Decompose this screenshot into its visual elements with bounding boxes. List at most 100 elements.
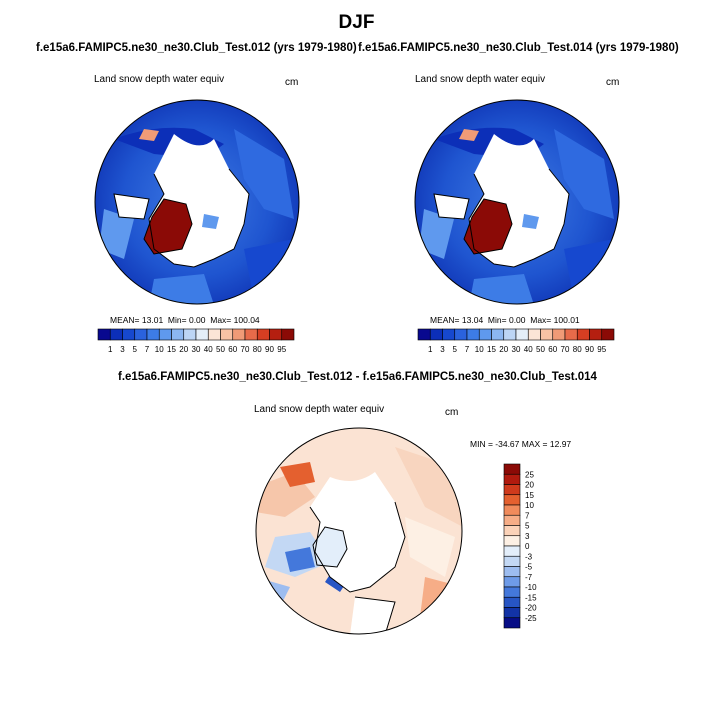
panel1-colorbar-tick-label: 20 <box>179 345 188 354</box>
panel2-colorbar-tick-label: 30 <box>512 345 521 354</box>
panel1-colorbar-swatch <box>183 328 197 341</box>
panel1-colorbar-swatch <box>171 328 185 341</box>
panel2-colorbar-swatch <box>576 328 590 341</box>
panel2-colorbar-swatch <box>466 328 480 341</box>
panel2-min-label: Min= <box>487 315 507 325</box>
panel2-max-value: 100.01 <box>553 315 580 325</box>
panel1-colorbar-swatch <box>109 328 123 341</box>
panel2-units-label: cm <box>606 77 620 88</box>
panel2-mean-label: MEAN= <box>430 315 460 325</box>
panel1-colorbar-tick-label: 60 <box>228 345 237 354</box>
diff-colorbar-swatch <box>503 566 521 578</box>
diff-colorbar-tick-label: -25 <box>525 614 537 623</box>
panel1-mean-label: MEAN= <box>110 315 140 325</box>
diff-colorbar-swatch <box>503 586 521 598</box>
panel2-colorbar-swatch <box>601 328 615 341</box>
panel1-case-title: f.e15a6.FAMIPC5.ne30_ne30.Club_Test.012 … <box>36 42 357 54</box>
diff-colorbar-swatch <box>503 535 521 547</box>
diff-colorbar-tick-label: 3 <box>525 532 530 541</box>
diff-colorbar-tick-label: 7 <box>525 511 530 520</box>
panel1-colorbar-tick-label: 30 <box>192 345 201 354</box>
panel1-colorbar-swatch <box>232 328 246 341</box>
panel2-colorbar-tick-label: 80 <box>573 345 582 354</box>
panel2-colorbar-swatch <box>527 328 541 341</box>
panel1-colorbar-swatch <box>244 328 258 341</box>
panel1-colorbar-tick-label: 90 <box>265 345 274 354</box>
figure-title: DJF <box>338 12 375 33</box>
diff-colorbar-tick-label: -5 <box>525 563 533 572</box>
diff-colorbar-swatch <box>503 514 521 526</box>
panel2-colorbar-swatch <box>478 328 492 341</box>
diff-colorbar-swatch <box>503 555 521 567</box>
panel1-mean-value: 13.01 <box>141 315 164 325</box>
panel2-colorbar-swatch <box>454 328 468 341</box>
panel2-min-value: 0.00 <box>508 315 526 325</box>
diff-colorbar-swatch <box>503 607 521 619</box>
diff-colorbar-tick-label: -3 <box>525 552 533 561</box>
diff-colorbar-swatch <box>503 576 521 588</box>
diff-colorbar-swatch <box>503 463 521 475</box>
diff-colorbar-swatch <box>503 494 521 506</box>
panel2-case-title: f.e15a6.FAMIPC5.ne30_ne30.Club_Test.014 … <box>358 42 679 54</box>
panel1-colorbar-tick-label: 95 <box>277 345 286 354</box>
panel1-colorbar-tick-label: 50 <box>216 345 225 354</box>
panel2-colorbar-tick-label: 60 <box>548 345 557 354</box>
panel1-colorbar-swatch <box>281 328 295 341</box>
diff-colorbar-swatch <box>503 596 521 608</box>
diff-colorbar-swatch <box>503 504 521 516</box>
diff-colorbar: 25 20 15 10 7 5 3 0 -3 -5 -7 -10 -15 -20 -25 <box>503 463 563 629</box>
diff-colorbar-swatch <box>503 545 521 557</box>
panel2-colorbar-swatch <box>515 328 529 341</box>
diff-colorbar-tick-label: -20 <box>525 604 537 613</box>
panel1-colorbar-tick-label: 70 <box>241 345 250 354</box>
panel1-colorbar-swatch <box>146 328 160 341</box>
panel2-colorbar-tick-label: 40 <box>524 345 533 354</box>
diff-units-label: cm <box>445 407 459 418</box>
panel1-colorbar-tick-label: 10 <box>155 345 164 354</box>
panel2-colorbar-tick-label: 15 <box>487 345 496 354</box>
diff-colorbar-tick-label: 15 <box>525 491 534 500</box>
panel1-min-value: 0.00 <box>188 315 206 325</box>
diff-colorbar-tick-label: 5 <box>525 522 530 531</box>
panel1-colorbar-swatch <box>220 328 234 341</box>
panel1-colorbar-tick-label: 3 <box>120 345 125 354</box>
panel2-max-label: Max= <box>530 315 552 325</box>
panel1-colorbar-swatch <box>122 328 136 341</box>
panel2-variable-label: Land snow depth water equiv <box>415 74 546 85</box>
diff-colorbar-tick-label: 20 <box>525 481 534 490</box>
diff-max-value: 12.97 <box>549 439 572 449</box>
panel2-colorbar-tick-label: 90 <box>585 345 594 354</box>
panel2-colorbar-swatch <box>503 328 517 341</box>
panel1-colorbar-swatch <box>134 328 148 341</box>
diff-colorbar-tick-label: -7 <box>525 573 533 582</box>
panel2-colorbar-swatch <box>564 328 578 341</box>
panel1-colorbar-tick-label: 7 <box>145 345 150 354</box>
panel1-colorbar: 1 3 5 7 10 15 20 30 40 50 60 70 80 90 95 <box>96 328 296 358</box>
diff-colorbar-tick-label: 25 <box>525 470 534 479</box>
panel1-colorbar-swatch <box>207 328 221 341</box>
panel2-colorbar: 1 3 5 7 10 15 20 30 40 50 60 70 80 90 95 <box>416 328 616 358</box>
diff-colorbar-swatch <box>503 525 521 537</box>
panel2-colorbar-tick-label: 3 <box>440 345 445 354</box>
panel1-colorbar-tick-label: 1 <box>108 345 113 354</box>
panel2-colorbar-tick-label: 50 <box>536 345 545 354</box>
panel1-colorbar-swatch <box>195 328 209 341</box>
panel1-max-label: Max= <box>210 315 232 325</box>
panel2-colorbar-swatch <box>442 328 456 341</box>
panel2-colorbar-tick-label: 1 <box>428 345 433 354</box>
diff-title: f.e15a6.FAMIPC5.ne30_ne30.Club_Test.012 … <box>118 371 597 383</box>
diff-polar-map <box>255 427 463 635</box>
panel2-colorbar-tick-label: 70 <box>561 345 570 354</box>
diff-colorbar-swatch <box>503 473 521 485</box>
panel1-stats: MEAN= 13.01 Min= 0.00 Max= 100.04 <box>110 315 260 325</box>
panel1-colorbar-tick-label: 15 <box>167 345 176 354</box>
panel1-colorbar-tick-label: 5 <box>133 345 138 354</box>
panel1-colorbar-tick-label: 40 <box>204 345 213 354</box>
panel2-colorbar-swatch <box>589 328 603 341</box>
panel2-stats: MEAN= 13.04 Min= 0.00 Max= 100.01 <box>430 315 580 325</box>
panel2-colorbar-svg: 1 3 5 7 10 15 20 30 40 50 60 70 80 90 95 <box>417 328 615 354</box>
panel1-colorbar-swatch <box>97 328 111 341</box>
panel1-polar-map <box>94 99 300 305</box>
panel2-colorbar-tick-label: 7 <box>465 345 470 354</box>
